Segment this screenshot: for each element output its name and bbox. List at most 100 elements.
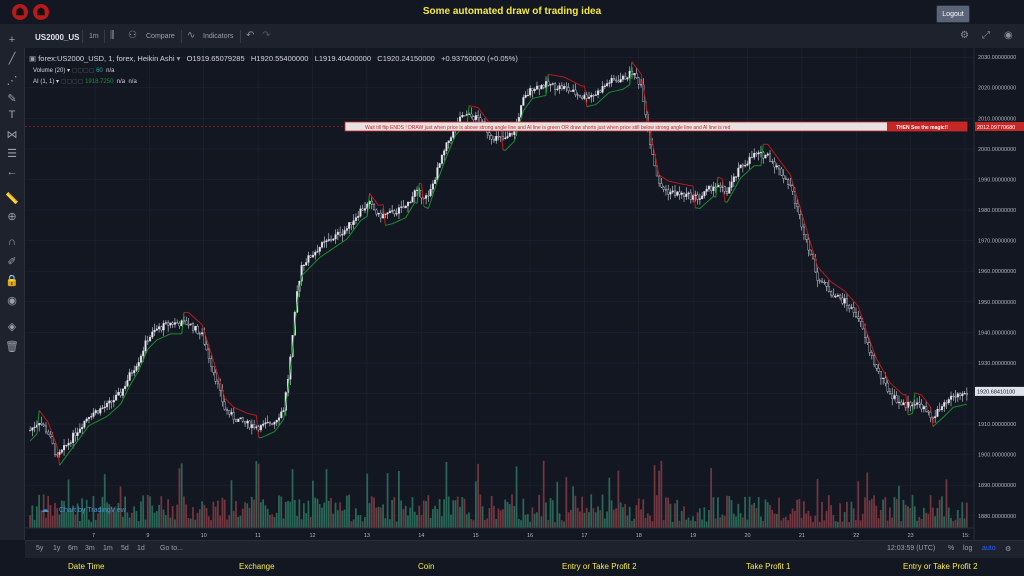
ai-line-segment — [154, 339, 158, 343]
volume-bar — [67, 479, 70, 528]
ruler-icon[interactable]: 📏 — [5, 193, 19, 205]
auto-toggle[interactable]: auto — [982, 545, 996, 552]
candle-body — [237, 418, 240, 422]
ai-line-segment — [504, 147, 508, 151]
candle-body — [463, 115, 466, 117]
volume-bar — [101, 496, 104, 528]
footer-entry-tp2: Entry or Take Profit 2 — [562, 562, 637, 571]
volume-bar — [889, 507, 891, 528]
candle-body — [744, 164, 747, 167]
volume-bar — [241, 508, 244, 528]
eye-icon[interactable]: ◉ — [7, 295, 17, 307]
indicators-button[interactable]: Indicators — [203, 33, 234, 40]
volume-bar — [83, 508, 86, 528]
candle-body — [85, 418, 88, 422]
tradingview-watermark[interactable]: Chart by TradingView — [59, 507, 127, 514]
volume-bar — [76, 503, 79, 528]
volume-bar — [198, 509, 201, 528]
candle-body — [60, 449, 63, 453]
candle-body — [572, 89, 575, 92]
volume-bar — [499, 510, 502, 528]
candle-body — [133, 370, 136, 374]
symbol-search[interactable]: US2000_US — [35, 33, 80, 42]
ai-line-segment — [792, 182, 796, 191]
lock-drawing-icon[interactable]: ✐ — [7, 256, 17, 268]
percent-toggle[interactable]: % — [948, 545, 955, 552]
ai-line-segment — [783, 165, 787, 170]
ai-line-segment — [787, 171, 791, 176]
logout-button[interactable]: Logout — [936, 5, 970, 23]
range-3m[interactable]: 3m — [85, 545, 95, 552]
layers-icon[interactable]: ◈ — [7, 321, 17, 333]
lock-icon[interactable]: 🔒 — [5, 275, 19, 287]
candle-body — [225, 409, 229, 411]
price-chart[interactable]: Wait till flip ENDS ! DRAW just when pri… — [25, 48, 1024, 540]
magnet-icon[interactable]: ∩ — [8, 236, 16, 248]
volume-bar — [187, 517, 190, 528]
compare-button[interactable]: Compare — [146, 33, 175, 40]
settings-icon[interactable]: ⚙ — [960, 30, 969, 41]
zoom-icon[interactable]: ⊕ — [7, 211, 17, 223]
candle-body — [565, 86, 568, 88]
range-6m[interactable]: 6m — [68, 545, 78, 552]
legend-volume-label[interactable]: Volume (20) — [33, 68, 66, 74]
candle-body — [782, 174, 785, 179]
crosshair-icon[interactable]: + — [8, 34, 16, 46]
back-arrow-icon[interactable]: ← — [6, 166, 18, 178]
volume-bar — [805, 513, 808, 528]
ai-line-segment — [955, 405, 958, 408]
compare-icon[interactable]: ⚇ — [128, 30, 137, 41]
trash-icon[interactable]: 🗑 — [5, 341, 19, 353]
fullscreen-icon[interactable]: ⤢ — [982, 30, 990, 41]
camera-icon[interactable]: ◉ — [1004, 30, 1013, 41]
volume-bar — [336, 510, 339, 528]
range-5y[interactable]: 5y — [36, 545, 44, 552]
logo-icon[interactable]: ☗ — [33, 4, 49, 20]
candle-body — [698, 198, 701, 200]
volume-bar — [366, 473, 369, 528]
volume-bar — [459, 506, 461, 528]
fib-icon[interactable]: ⋰ — [6, 75, 18, 87]
brush-icon[interactable]: ✎ — [7, 93, 17, 105]
interval-button[interactable]: 1m — [89, 33, 99, 40]
legend-symbol[interactable]: forex:US2000_USD, 1, forex, Heikin Ashi — [38, 54, 175, 63]
ai-line-segment — [242, 410, 246, 413]
pattern-icon[interactable]: ⋈ — [6, 129, 18, 141]
ai-line-segment — [706, 199, 710, 203]
indicators-icon[interactable]: ∿ — [187, 30, 196, 41]
ai-line-segment — [131, 377, 135, 383]
ai-line-segment — [866, 333, 871, 341]
text-icon[interactable]: T — [8, 109, 16, 121]
range-1d[interactable]: 1d — [137, 545, 145, 552]
ai-line-segment — [86, 425, 90, 429]
settings-icon[interactable]: ⚙ — [1005, 546, 1012, 553]
legend-ai-label[interactable]: AI (1, 1) — [33, 79, 55, 85]
range-1m[interactable]: 1m — [103, 545, 113, 552]
ai-line-segment — [950, 406, 954, 410]
goto-button[interactable]: Go to... — [160, 545, 183, 552]
clock-display[interactable]: 12:03:59 (UTC) — [887, 545, 936, 552]
ai-line-segment — [645, 101, 649, 117]
volume-bar — [705, 521, 708, 528]
logo-icon[interactable]: ☗ — [12, 4, 28, 20]
volume-bar — [943, 516, 946, 528]
ai-line-segment — [823, 273, 827, 278]
chart-area[interactable]: Wait till flip ENDS ! DRAW just when pri… — [25, 48, 1024, 540]
chart-type-icon[interactable]: ⫼ — [110, 30, 115, 41]
volume-bar — [463, 498, 466, 528]
ai-line-segment — [106, 413, 110, 417]
range-5d[interactable]: 5d — [121, 545, 129, 552]
x-tick-label: 10 — [201, 533, 207, 539]
range-1y[interactable]: 1y — [53, 545, 61, 552]
candle-body — [952, 395, 955, 398]
undo-icon[interactable]: ↶ — [246, 30, 255, 41]
prediction-icon[interactable]: ☰ — [7, 148, 17, 160]
ai-line-segment — [93, 421, 96, 424]
redo-icon[interactable]: ↷ — [262, 30, 271, 41]
legend-collapse-icon[interactable]: ▣ — [29, 54, 37, 63]
log-toggle[interactable]: log — [963, 545, 973, 552]
ai-line-segment — [796, 197, 800, 206]
trend-line-icon[interactable]: ╱ — [8, 53, 16, 65]
y-tick-label: 1980.00000000 — [978, 208, 1016, 214]
ai-line-segment — [839, 287, 843, 290]
